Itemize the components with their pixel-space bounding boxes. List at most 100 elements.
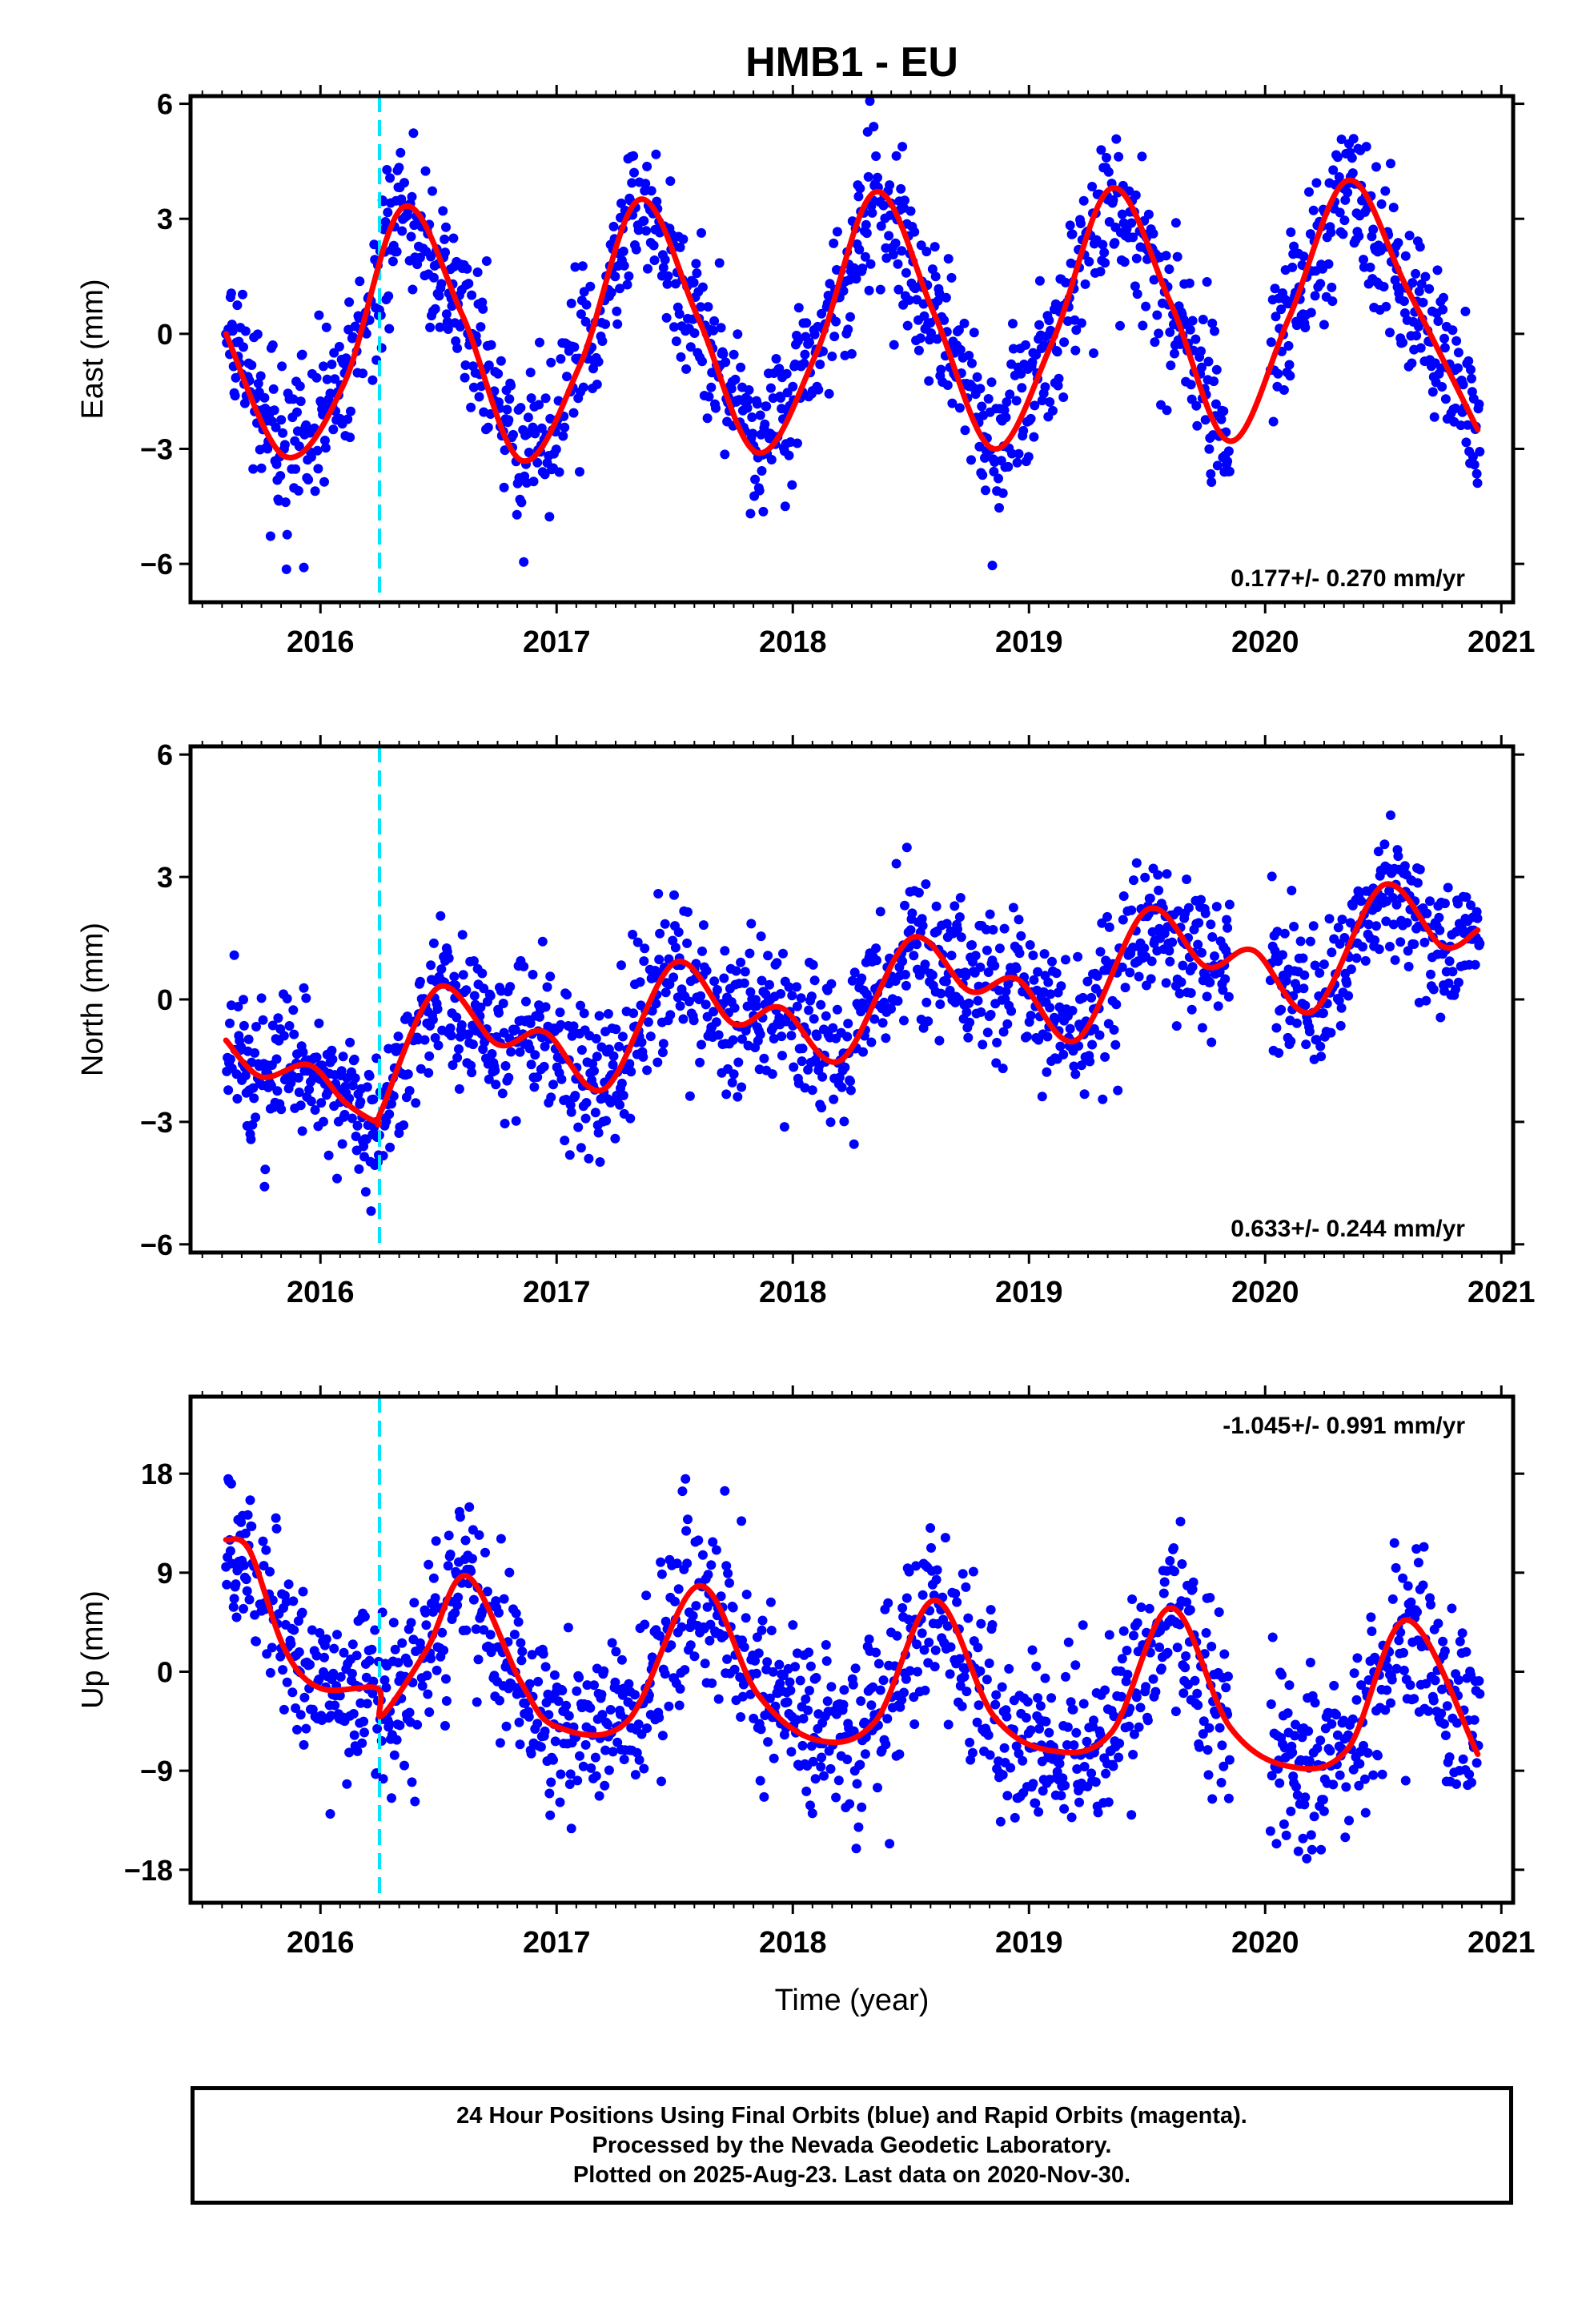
data-point: [305, 1659, 315, 1670]
data-point: [709, 316, 720, 326]
data-point: [861, 219, 871, 230]
data-point: [1164, 946, 1174, 956]
data-point: [889, 340, 899, 350]
footer-info-box: 24 Hour Positions Using Final Orbits (bl…: [191, 2086, 1513, 2205]
x-tick-label: 2019: [995, 1276, 1063, 1309]
data-point: [272, 1086, 283, 1096]
data-point: [225, 1054, 235, 1064]
data-point: [829, 238, 839, 248]
data-point: [998, 488, 1008, 498]
data-point: [608, 1051, 619, 1061]
data-point: [473, 1655, 484, 1665]
data-point: [265, 531, 275, 541]
data-point: [1040, 1673, 1050, 1683]
data-point: [504, 415, 514, 425]
data-point: [1114, 1739, 1125, 1748]
data-point: [546, 1777, 556, 1787]
data-point: [1131, 1692, 1142, 1703]
data-point: [1118, 1626, 1129, 1636]
data-point: [664, 1701, 674, 1711]
data-point: [634, 1755, 644, 1765]
data-point: [784, 450, 794, 460]
data-point: [1058, 1049, 1069, 1059]
data-point: [1143, 209, 1154, 219]
data-point: [1002, 1711, 1012, 1722]
data-point: [851, 274, 861, 284]
data-point: [1043, 977, 1054, 987]
data-point: [345, 432, 355, 443]
data-point: [742, 1001, 753, 1011]
data-point: [890, 238, 901, 248]
data-point: [426, 960, 436, 971]
data-point: [1439, 1719, 1449, 1729]
data-point: [384, 1719, 395, 1729]
data-point: [256, 993, 267, 1003]
data-point: [1165, 1556, 1175, 1566]
data-point: [1413, 321, 1423, 332]
data-point: [593, 1128, 604, 1138]
data-point: [1301, 1039, 1311, 1050]
data-point: [744, 385, 754, 395]
data-point: [594, 1791, 604, 1801]
data-point: [1472, 913, 1483, 923]
data-point: [826, 979, 837, 989]
data-point: [737, 1034, 747, 1044]
data-point: [737, 1082, 747, 1092]
y-tick-label: 0: [157, 983, 173, 1016]
data-point: [297, 1607, 307, 1618]
data-point: [626, 1067, 636, 1077]
data-point: [901, 1593, 912, 1603]
data-point: [1216, 414, 1227, 424]
data-point: [380, 217, 391, 227]
data-point: [1203, 1745, 1213, 1755]
data-point: [876, 221, 886, 231]
data-point: [432, 1665, 442, 1675]
data-point: [1343, 991, 1354, 1001]
data-point: [1472, 478, 1483, 489]
data-point: [838, 1699, 849, 1710]
data-point: [805, 1661, 816, 1671]
data-point: [1379, 839, 1390, 850]
data-point: [917, 1590, 928, 1600]
data-point: [467, 1068, 477, 1078]
data-point: [1110, 238, 1120, 248]
data-point: [853, 191, 864, 202]
data-point: [941, 976, 951, 987]
data-point: [387, 256, 398, 267]
data-point: [1447, 325, 1458, 336]
data-point: [441, 309, 452, 320]
data-point: [565, 1100, 576, 1110]
data-point: [301, 1723, 311, 1734]
data-point: [1336, 1003, 1347, 1013]
data-point: [967, 940, 977, 950]
data-point: [989, 466, 999, 476]
data-point: [777, 1051, 787, 1061]
data-point: [1071, 325, 1082, 336]
data-point: [1065, 220, 1075, 231]
data-point: [400, 1760, 409, 1771]
data-point: [745, 948, 755, 959]
data-point: [267, 340, 278, 350]
data-point: [1129, 1729, 1139, 1739]
data-point: [1403, 962, 1414, 971]
data-point: [364, 1071, 375, 1081]
data-point: [1052, 347, 1062, 357]
data-point: [469, 991, 480, 1001]
data-point: [460, 1535, 471, 1546]
data-point: [653, 889, 664, 899]
data-point: [689, 1015, 699, 1026]
data-point: [776, 989, 786, 999]
data-point: [692, 268, 702, 279]
data-point: [902, 320, 913, 331]
data-point: [1061, 1671, 1070, 1682]
data-point: [514, 1717, 524, 1727]
data-point: [701, 966, 712, 976]
data-point: [965, 1017, 975, 1027]
data-point: [250, 1047, 260, 1058]
data-point: [683, 907, 693, 917]
data-point: [946, 272, 957, 283]
data-point: [1206, 468, 1216, 479]
data-point: [635, 977, 645, 987]
data-point: [1141, 1682, 1151, 1692]
data-point: [421, 1620, 432, 1630]
